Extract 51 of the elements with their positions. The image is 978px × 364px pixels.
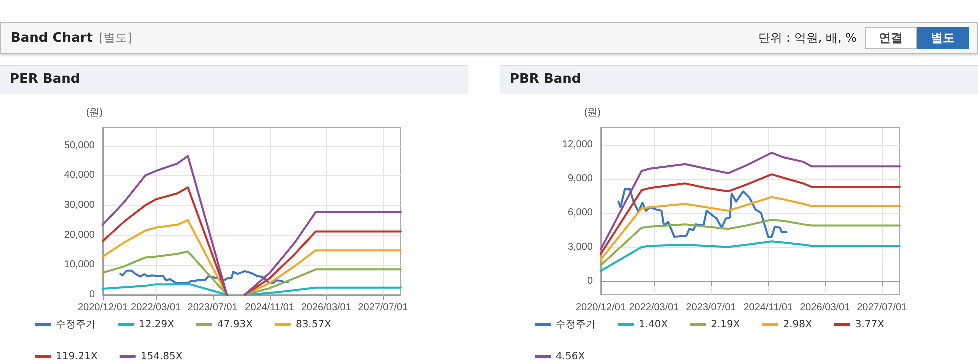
legend-label: 83.57X <box>296 320 332 330</box>
legend-label: 154.85X <box>140 352 183 362</box>
x-tick-label: 2026/03/01 <box>301 302 352 314</box>
x-tick-label: 2026/03/01 <box>800 302 851 314</box>
text: 단위 : 억원, 배, % <box>758 30 857 46</box>
y-axis-title: (원) <box>584 108 601 118</box>
text: [별도] <box>98 31 132 45</box>
chart-title: PER Band <box>0 65 468 94</box>
y-tick-label: 40,000 <box>64 170 96 182</box>
x-tick-label: 2022/03/01 <box>131 302 182 314</box>
legend-label: 12.29X <box>139 320 175 330</box>
y-tick-label: 30,000 <box>64 200 96 212</box>
toggle-button[interactable]: 별도 <box>917 27 969 49</box>
text: Band Chart <box>11 31 93 46</box>
line-series <box>600 240 901 272</box>
y-tick-label: 50,000 <box>64 140 96 152</box>
legend-label: 2.19X <box>711 320 740 330</box>
x-tick-label: 2020/12/01 <box>78 302 128 314</box>
x-tick-label: 2023/07/01 <box>188 302 238 314</box>
x-tick-label: 2023/07/01 <box>686 302 737 314</box>
line-series <box>600 219 901 266</box>
legend-label: 3.77X <box>855 320 885 330</box>
y-tick-label: 9,000 <box>568 174 594 185</box>
legend-label: 47.93X <box>217 320 254 330</box>
legend-label: 수정주가 <box>556 320 596 330</box>
legend-label: 1.40X <box>639 320 668 330</box>
x-tick-label: 2027/07/01 <box>358 302 409 314</box>
y-axis-title: (원) <box>86 108 103 118</box>
line-series <box>600 174 901 256</box>
toggle-button[interactable]: 연결 <box>865 27 917 49</box>
x-tick-label: 2024/11/01 <box>245 302 295 314</box>
x-tick-label: 2027/07/01 <box>857 302 908 314</box>
line-series <box>600 196 901 261</box>
line-series <box>618 188 788 238</box>
y-tick-label: 0 <box>89 290 96 300</box>
y-tick-label: 20,000 <box>64 230 96 241</box>
y-tick-label: 0 <box>587 276 594 287</box>
y-tick-label: 6,000 <box>568 208 594 219</box>
x-tick-label: 2024/11/01 <box>744 302 794 314</box>
legend-label: 4.56X <box>556 352 586 362</box>
y-tick-label: 3,000 <box>568 242 594 253</box>
y-tick-label: 12,000 <box>562 140 594 151</box>
x-tick-label: 2022/03/01 <box>629 302 680 314</box>
legend-label: 119.21X <box>56 352 98 362</box>
y-tick-label: 10,000 <box>64 260 96 271</box>
legend-label: 2.98X <box>783 320 812 330</box>
line-series <box>600 152 901 251</box>
chart-title: PBR Band <box>500 65 978 94</box>
legend-label: 수정주가 <box>56 320 96 330</box>
x-tick-label: 2020/12/01 <box>576 302 626 314</box>
line-series <box>120 270 290 284</box>
